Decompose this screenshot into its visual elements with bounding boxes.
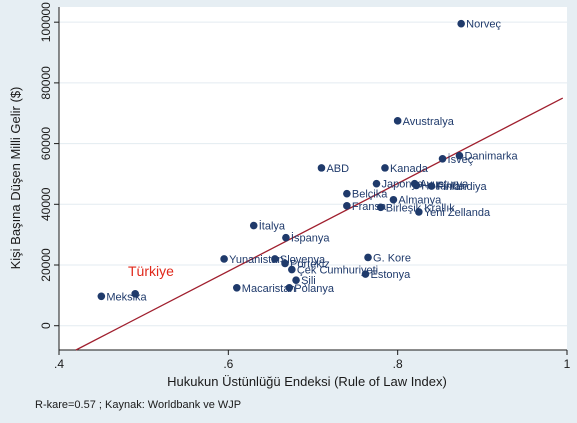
point-label: Almanya — [398, 195, 442, 207]
fit-line-group — [75, 97, 564, 351]
data-point — [288, 265, 296, 274]
data-point — [455, 151, 464, 160]
data-point — [285, 283, 294, 292]
point-label: Meksika — [106, 291, 147, 303]
data-point — [343, 189, 351, 198]
point-label: Fransa — [352, 201, 387, 213]
point-label: İsveç — [448, 153, 474, 166]
point-label: Polanya — [294, 283, 335, 295]
fit-line — [75, 97, 564, 351]
data-point — [343, 202, 351, 210]
data-point — [271, 255, 279, 263]
point-label: İtalya — [259, 220, 286, 233]
point-label: Hollanda — [421, 180, 465, 192]
point-label: Estonya — [370, 269, 411, 281]
y-tick-label: 60000 — [39, 127, 53, 161]
plot-area — [59, 7, 567, 350]
data-point — [381, 164, 389, 172]
point-label: Şili — [301, 275, 316, 287]
point-label: Japonya — [382, 179, 424, 191]
data-point — [415, 208, 423, 216]
points-group — [97, 19, 465, 301]
x-axis-title: Hukukun Üstünlüğü Endeksi (Rule of Law I… — [167, 374, 447, 389]
point-label: Norveç — [466, 19, 501, 31]
point-label: Belçika — [352, 189, 388, 201]
data-point — [457, 19, 465, 28]
axes: 0 20000 40000 60000 80000 100000 .4 .6 .8 1 — [39, 2, 571, 371]
data-point — [389, 195, 398, 204]
data-point — [427, 182, 436, 190]
y-tick-label: 20000 — [39, 248, 53, 282]
turkiye-highlight-label: Türkiye — [128, 263, 174, 279]
point-label: Finlandiya — [437, 181, 488, 193]
data-point — [361, 270, 370, 278]
point-label: Avusturya — [420, 179, 470, 191]
x-tick-label: .4 — [54, 357, 64, 371]
grid — [59, 21, 567, 327]
data-point — [282, 233, 290, 242]
point-label: Kanada — [390, 163, 429, 175]
data-point — [220, 255, 228, 263]
data-point — [438, 154, 447, 163]
x-tick-label: .8 — [393, 357, 403, 371]
y-tick-label: 0 — [39, 322, 53, 329]
point-label: Yunanistan — [229, 254, 283, 266]
data-point — [364, 253, 372, 262]
point-label: ABD — [326, 163, 349, 175]
point-label: Avustralya — [403, 116, 455, 128]
data-point — [233, 283, 241, 292]
point-label: Birleşik Krallık — [386, 202, 456, 214]
source-note: R-kare=0.57 ; Kaynak: Worldbank ve WJP — [35, 399, 241, 411]
point-label: Yeni Zellanda — [424, 207, 491, 219]
data-point — [281, 259, 289, 268]
data-point — [317, 164, 326, 172]
y-tick-label: 80000 — [39, 66, 53, 100]
y-axis-title: Kişi Başına Düşen Milli Gelir ($) — [8, 87, 23, 270]
x-tick-label: .6 — [223, 357, 233, 371]
data-point — [97, 292, 106, 301]
point-label: G. Kore — [373, 252, 411, 264]
data-point — [393, 117, 402, 125]
point-label: Slovenya — [280, 254, 326, 266]
point-label: Danimarka — [464, 151, 518, 163]
x-tick-label: 1 — [564, 357, 571, 371]
point-label: Macaristan — [242, 283, 296, 295]
point-label: Çek Cumhuriyeti — [297, 265, 378, 277]
data-point — [131, 290, 139, 298]
point-label: Portekiz — [290, 258, 330, 270]
data-point — [249, 221, 258, 230]
y-tick-label: 40000 — [39, 187, 53, 221]
data-point — [412, 181, 421, 190]
data-point — [292, 276, 300, 284]
point-label: İspanya — [291, 232, 330, 245]
data-point — [376, 203, 385, 212]
y-tick-label: 100000 — [39, 2, 53, 42]
data-point — [372, 179, 381, 188]
